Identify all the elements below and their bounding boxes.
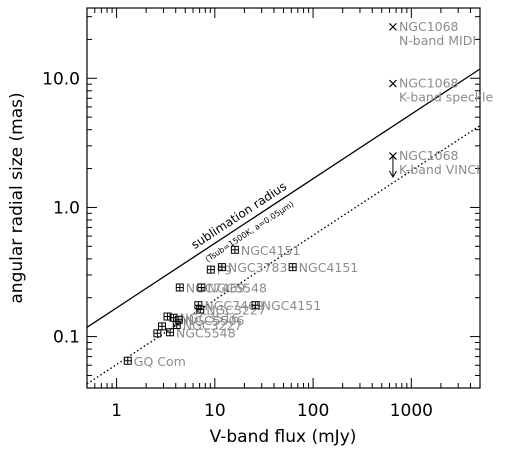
literature-point (389, 79, 397, 88)
sublimation-radius-line (86, 68, 481, 328)
point-label: NGC4151 (262, 298, 322, 313)
y-tick-label: 0.1 (53, 328, 80, 348)
point-label: NGC3783 (228, 260, 288, 275)
x-tick-label: 1000 (390, 401, 433, 421)
literature-label: NGC1068 (399, 148, 459, 163)
upper-limit-arrowhead (389, 170, 397, 179)
point-label: NGC3227 (206, 303, 266, 318)
point-label: F9 (217, 263, 232, 278)
point-label: NGC5506 (185, 313, 245, 328)
literature-sublabel: K-band VINCI (399, 162, 480, 177)
literature-sublabel: K-band speckle (399, 90, 494, 105)
literature-label: NGC1068 (399, 19, 459, 34)
reference-lines: sublimation radius(Tsub=1500K, a=0.05μm) (86, 68, 481, 385)
point-label: GQ Com (134, 354, 186, 369)
point-label: NGC3516 (180, 311, 240, 326)
literature-label: NGC1068 (399, 76, 459, 91)
y-tick-label: 1.0 (53, 198, 80, 218)
point-label: NGC4151 (299, 260, 359, 275)
y-tick-label: 10.0 (42, 69, 80, 89)
data-points: GQ ComNGC5548NGC3516NGC3227NGC5506NGC746… (123, 243, 359, 369)
point-label: NGC7469 (204, 298, 264, 313)
axis-ticks: 1 10 100 1000 0.1 1.0 10.0 (42, 8, 481, 421)
point-label: NGC5548 (176, 325, 236, 340)
x-tick-label: 1 (111, 401, 122, 421)
x-axis-title: V-band flux (mJy) (210, 427, 357, 447)
point-label: NGC5548 (207, 280, 267, 295)
y-axis-title: angular radial size (mas) (7, 92, 27, 303)
point-label: NGC4151 (241, 243, 301, 258)
x-tick-label: 100 (297, 401, 329, 421)
point-label: NGC3227 (183, 318, 243, 333)
literature-sublabel: N-band MIDI (399, 33, 476, 48)
x-tick-label: 10 (204, 401, 226, 421)
literature-point (389, 22, 397, 31)
